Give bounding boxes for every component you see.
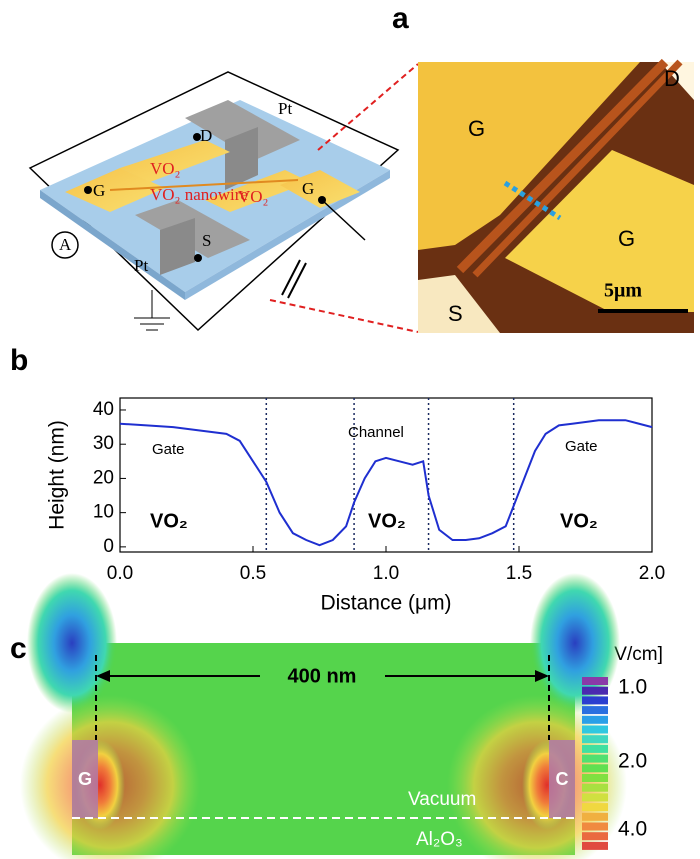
panel-label: b xyxy=(10,344,28,377)
gate-label: G xyxy=(93,181,105,200)
zoom-line xyxy=(269,299,419,333)
colorbar-band xyxy=(582,706,608,715)
colorbar-label: 2.0 xyxy=(618,750,647,773)
annotation: Channel xyxy=(348,424,404,441)
contact-label: C xyxy=(556,769,569,789)
vo2-label: VO₂ xyxy=(238,187,268,206)
x-tick-label: 0.0 xyxy=(107,563,133,584)
drain-label: D xyxy=(200,126,212,145)
annotation: VO₂ xyxy=(560,510,598,532)
annotation: Gate xyxy=(152,441,185,458)
zoom-line xyxy=(317,63,419,151)
vacuum-label: Vacuum xyxy=(408,789,476,810)
afm-gate-label: G xyxy=(618,226,635,251)
schematic: D Pt G VO₂ VO₂ nanowire VO₂ G S Pt A xyxy=(28,71,400,332)
pt-label: Pt xyxy=(134,256,148,275)
colorbar-band xyxy=(582,774,608,782)
y-tick-label: 20 xyxy=(93,467,114,488)
panel-label: a xyxy=(392,2,409,35)
distance-label: 400 nm xyxy=(288,665,357,687)
annotation: VO₂ xyxy=(150,510,188,532)
field-map: 400 nm G C Vacuum Al₂O₃ xyxy=(20,573,627,859)
gate-label: G xyxy=(78,769,92,789)
colorbar-band xyxy=(582,832,608,841)
profile-line xyxy=(119,419,653,547)
colorbar-band xyxy=(582,841,608,850)
afm-source-label: S xyxy=(448,301,463,326)
vo2-label: VO₂ xyxy=(150,159,180,178)
afm-image: G D G S 5μm xyxy=(418,58,694,333)
colorbar-band xyxy=(582,793,608,802)
y-tick-label: 30 xyxy=(93,433,114,454)
colorbar-band xyxy=(582,754,608,763)
scale-bar-label: 5μm xyxy=(604,280,642,302)
colorbar-band xyxy=(582,764,608,773)
colorbar-band xyxy=(582,735,608,744)
colorbar-band xyxy=(582,715,608,724)
colorbar-label: 1.0 xyxy=(618,676,647,699)
y-tick-label: 10 xyxy=(93,502,114,523)
colorbar-band xyxy=(582,725,608,734)
y-axis-label: Height (nm) xyxy=(46,420,69,530)
gate-label: G xyxy=(302,179,314,198)
x-tick-label: 1.0 xyxy=(373,563,399,584)
x-tick-label: 1.5 xyxy=(506,563,532,584)
afm-drain-label: D xyxy=(664,66,680,91)
annotation: Gate xyxy=(565,438,598,455)
colorbar-band xyxy=(582,783,608,792)
annotation: VO₂ xyxy=(368,510,406,532)
x-tick-label: 2.0 xyxy=(639,563,665,584)
nanowire-label: VO₂ nanowire xyxy=(150,185,248,204)
colorbar-band xyxy=(582,686,608,695)
afm-gate-label: G xyxy=(468,116,485,141)
substrate-label: Al₂O₃ xyxy=(416,829,463,850)
source-label: S xyxy=(202,231,211,250)
y-tick-label: 40 xyxy=(93,399,114,420)
colorbar-label: 4.0 xyxy=(618,818,647,841)
y-tick-label: 0 xyxy=(103,536,114,557)
colorbar-band xyxy=(582,696,608,705)
colorbar-band xyxy=(582,803,608,812)
colorbar-band xyxy=(582,677,608,685)
colorbar xyxy=(582,677,608,850)
colorbar-band xyxy=(582,744,608,753)
colorbar-band xyxy=(582,812,608,821)
pt-label: Pt xyxy=(278,99,292,118)
height-profile-chart: b 0.0 0.5 1.0 1.5 2.0 0 10 20 30 40 Distance (μm) He… xyxy=(10,344,665,615)
ammeter-label: A xyxy=(59,235,72,254)
x-axis-label: Distance (μm) xyxy=(320,592,451,615)
colorbar-band xyxy=(582,822,608,831)
x-tick-label: 0.5 xyxy=(240,563,266,584)
panel-label: c xyxy=(10,632,27,665)
